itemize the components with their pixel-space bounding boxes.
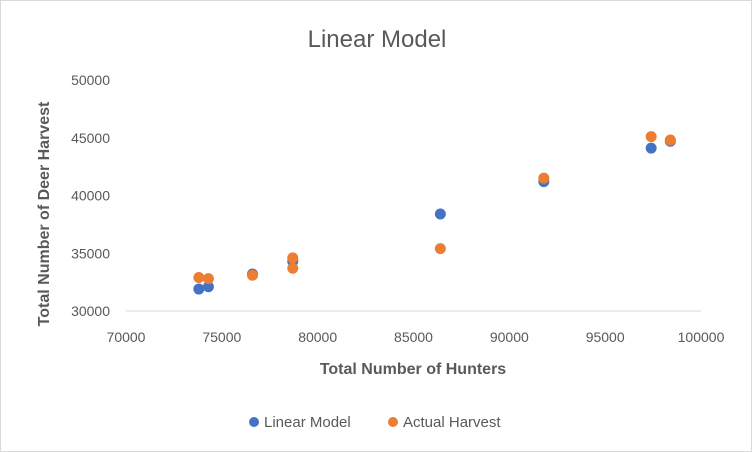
x-tick-labels: 70000 75000 80000 85000 90000 95000 100000 [107, 329, 725, 345]
actual-harvest-point [287, 262, 299, 274]
actual-harvest-legend-label: Actual Harvest [403, 414, 501, 431]
linear-model-legend-label: Linear Model [264, 414, 351, 431]
legend: Linear Model Actual Harvest [249, 414, 501, 431]
x-tick-label: 95000 [586, 329, 625, 345]
actual-harvest-point [247, 269, 258, 281]
actual-harvest-point [287, 252, 299, 264]
actual-harvest-legend-marker [388, 417, 398, 427]
x-tick-label: 70000 [107, 329, 146, 345]
linear-model-legend-marker [249, 417, 259, 427]
y-axis-title: Total Number of Deer Harvest [36, 101, 53, 326]
y-tick-label: 45000 [71, 130, 110, 146]
actual-harvest-point [202, 273, 214, 285]
linear-model-point [202, 281, 214, 293]
linear-model-point [434, 208, 446, 220]
y-tick-label: 30000 [71, 303, 110, 319]
y-tick-labels: 30000 35000 40000 45000 50000 [71, 72, 110, 319]
x-tick-label: 90000 [490, 329, 529, 345]
data-points [193, 131, 676, 295]
linear-model-point [645, 142, 657, 154]
y-tick-label: 40000 [71, 188, 110, 204]
actual-harvest-point [193, 272, 205, 284]
actual-harvest-point [645, 131, 657, 143]
actual-harvest-point [538, 172, 550, 184]
x-tick-label: 85000 [394, 329, 433, 345]
y-tick-label: 35000 [71, 245, 110, 261]
x-tick-label: 80000 [298, 329, 337, 345]
x-axis-title: Total Number of Hunters [320, 361, 506, 378]
y-tick-label: 50000 [71, 72, 110, 88]
x-tick-label: 75000 [202, 329, 241, 345]
actual-harvest-point [434, 243, 446, 255]
x-tick-label: 100000 [678, 329, 725, 345]
linear-model-point [193, 283, 205, 295]
chart-title: Linear Model [308, 26, 447, 53]
actual-harvest-point [664, 134, 676, 146]
